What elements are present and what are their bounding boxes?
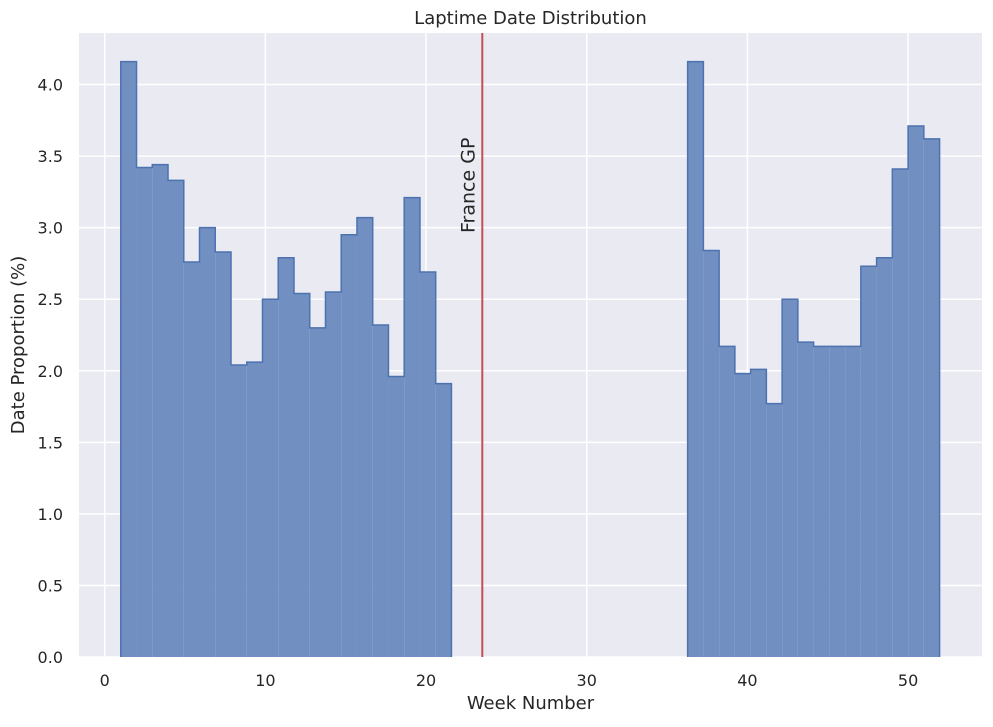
y-tick-label: 1.0: [38, 505, 63, 524]
histogram-bar: [136, 167, 153, 657]
histogram-step-outline: [120, 60, 453, 657]
event-marker: France GP: [457, 33, 484, 657]
histogram-bar: [309, 327, 326, 657]
histogram-bar: [829, 346, 846, 657]
histogram-bar: [278, 257, 294, 657]
y-tick-label: 2.0: [38, 362, 63, 381]
x-axis-title: Week Number: [467, 693, 595, 714]
histogram-bar: [183, 261, 200, 657]
x-tick-labels: 0 10 20 30 40 50: [100, 671, 919, 690]
histogram-bar: [782, 299, 798, 657]
histogram-bar: [892, 168, 909, 657]
histogram-bar: [246, 362, 263, 657]
histogram-bar: [766, 403, 783, 657]
histogram-bar: [876, 257, 893, 657]
histogram-bar: [199, 227, 216, 657]
histogram-bar: [419, 272, 436, 657]
histogram-bar: [404, 197, 420, 657]
x-tick-label: 40: [737, 671, 757, 690]
y-tick-label: 0.0: [38, 648, 63, 667]
histogram-bar: [687, 61, 704, 658]
x-tick-label: 20: [416, 671, 436, 690]
y-tick-label: 3.0: [38, 219, 63, 238]
histogram-bar: [703, 250, 720, 657]
histogram-bar: [923, 138, 940, 657]
x-tick-label: 10: [255, 671, 275, 690]
histogram-bar: [813, 346, 830, 657]
histogram-bar: [325, 292, 342, 657]
x-tick-label: 30: [577, 671, 597, 690]
x-tick-label: 50: [898, 671, 918, 690]
y-tick-label: 3.5: [38, 147, 63, 166]
histogram-bar: [845, 346, 861, 657]
histogram-bar: [341, 234, 357, 658]
histogram-bar: [215, 251, 231, 657]
histogram-bar: [719, 346, 735, 657]
histogram-bar: [734, 373, 751, 657]
y-tick-label: 1.5: [38, 433, 63, 452]
y-axis-title: Date Proportion (%): [8, 256, 29, 435]
histogram-bar: [356, 217, 373, 658]
histogram-bar: [860, 266, 877, 657]
y-tick-label: 0.5: [38, 576, 63, 595]
y-tick-label: 2.5: [38, 290, 63, 309]
chart-title: Laptime Date Distribution: [414, 8, 647, 29]
histogram-bar: [152, 164, 169, 657]
histogram-bar: [908, 126, 924, 657]
france-gp-label: France GP: [457, 138, 479, 233]
histogram-bar: [750, 369, 767, 657]
y-tick-labels: 0.0 0.5 1.0 1.5 2.0 2.5 3.0 3.5 4.0: [38, 76, 63, 667]
histogram-step-outline: [686, 60, 941, 657]
histogram-bar: [120, 61, 137, 658]
histogram-bar: [388, 376, 405, 657]
y-tick-label: 4.0: [38, 76, 63, 95]
histogram-bar: [168, 180, 184, 657]
histogram-bar: [797, 342, 814, 657]
histogram-bars: [120, 60, 941, 658]
histogram-bar: [372, 324, 389, 657]
histogram-bar: [262, 299, 279, 657]
x-tick-label: 0: [100, 671, 110, 690]
histogram-bar: [230, 365, 247, 657]
histogram-bar: [435, 383, 452, 657]
histogram-bar: [293, 293, 310, 657]
